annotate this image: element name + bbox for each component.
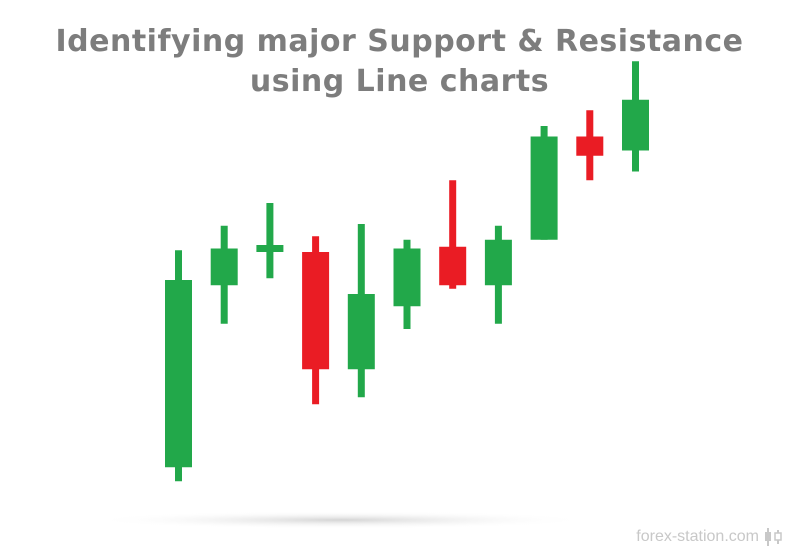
candle-5 xyxy=(347,224,375,398)
candle-8 xyxy=(484,225,512,324)
candle-7 xyxy=(439,180,467,289)
candle-body xyxy=(393,248,421,307)
candle-body xyxy=(210,248,238,286)
candle-body xyxy=(302,252,330,370)
candle-body xyxy=(439,246,467,286)
candle-9 xyxy=(530,126,558,240)
candle-body xyxy=(165,280,192,468)
candle-2 xyxy=(210,225,238,324)
candle-body xyxy=(347,294,375,370)
candle-body xyxy=(256,245,284,252)
chart-title: Identifying major Support & Resistance u… xyxy=(0,22,799,102)
watermark: forex-station.com xyxy=(636,527,785,547)
candle-body xyxy=(484,239,512,286)
candle-wick xyxy=(266,203,274,279)
candle-6 xyxy=(393,239,421,329)
candles-group xyxy=(165,61,649,482)
candle-body xyxy=(530,136,558,240)
candle-body xyxy=(576,136,604,156)
candle-11 xyxy=(622,61,649,172)
floor-shadow xyxy=(90,511,590,529)
watermark-text: forex-station.com xyxy=(636,528,759,545)
chart-title-line-1: Identifying major Support & Resistance xyxy=(55,24,744,59)
candle-1 xyxy=(165,250,192,482)
candle-10 xyxy=(576,110,604,181)
candlestick-logo-icon xyxy=(765,528,782,546)
candle-3 xyxy=(256,203,284,279)
candle-4 xyxy=(302,236,330,405)
chart-title-line-2: using Line charts xyxy=(249,64,550,99)
candle-wick xyxy=(449,180,457,289)
candle-body xyxy=(622,99,649,151)
